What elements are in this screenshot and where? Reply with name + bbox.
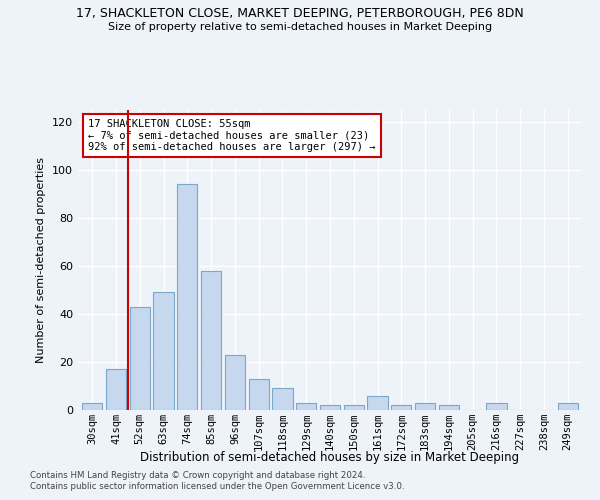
Text: 17 SHACKLETON CLOSE: 55sqm
← 7% of semi-detached houses are smaller (23)
92% of : 17 SHACKLETON CLOSE: 55sqm ← 7% of semi-… (88, 119, 376, 152)
Bar (439, 405, 459, 410)
Bar (296, 403, 316, 410)
Bar (248, 379, 269, 410)
Text: Contains public sector information licensed under the Open Government Licence v3: Contains public sector information licen… (30, 482, 404, 491)
Text: Size of property relative to semi-detached houses in Market Deeping: Size of property relative to semi-detach… (108, 22, 492, 32)
Bar (130, 307, 150, 410)
Bar (320, 405, 340, 410)
Bar (201, 271, 221, 410)
Bar (557, 403, 578, 410)
Text: 17, SHACKLETON CLOSE, MARKET DEEPING, PETERBOROUGH, PE6 8DN: 17, SHACKLETON CLOSE, MARKET DEEPING, PE… (76, 8, 524, 20)
Bar (391, 405, 412, 410)
Bar (82, 403, 103, 410)
Bar (367, 396, 388, 410)
Bar (177, 184, 197, 410)
Bar (154, 292, 173, 410)
Bar (272, 388, 293, 410)
Y-axis label: Number of semi-detached properties: Number of semi-detached properties (37, 157, 46, 363)
Text: Contains HM Land Registry data © Crown copyright and database right 2024.: Contains HM Land Registry data © Crown c… (30, 471, 365, 480)
Text: Distribution of semi-detached houses by size in Market Deeping: Distribution of semi-detached houses by … (140, 451, 520, 464)
Bar (106, 369, 126, 410)
Bar (415, 403, 435, 410)
Bar (344, 405, 364, 410)
Bar (225, 355, 245, 410)
Bar (487, 403, 506, 410)
